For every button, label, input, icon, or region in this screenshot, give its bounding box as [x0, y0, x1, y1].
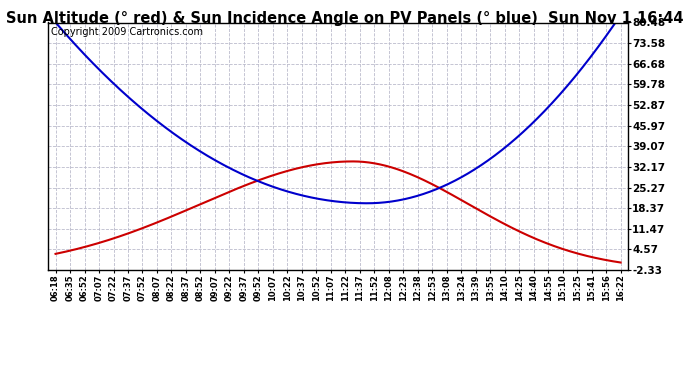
Text: Sun Altitude (° red) & Sun Incidence Angle on PV Panels (° blue)  Sun Nov 1 16:4: Sun Altitude (° red) & Sun Incidence Ang… [6, 11, 684, 26]
Text: Copyright 2009 Cartronics.com: Copyright 2009 Cartronics.com [51, 27, 203, 38]
